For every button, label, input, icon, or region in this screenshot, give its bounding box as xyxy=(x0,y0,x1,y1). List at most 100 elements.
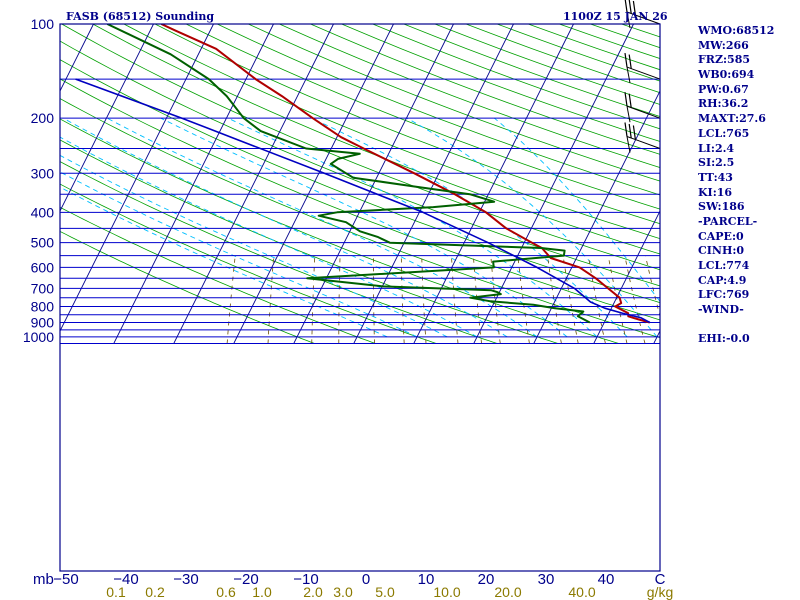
mixing-ratio-tick-label: 0.2 xyxy=(145,584,165,600)
sounding-index-item: WMO:68512 xyxy=(698,24,775,37)
moist-adiabat xyxy=(311,117,628,338)
mixing-ratio-tick-label: 2.0 xyxy=(303,584,323,600)
pressure-tick-label: 700 xyxy=(31,280,55,296)
wind-barbs xyxy=(624,0,661,153)
temperature-tick-label: 20 xyxy=(478,571,495,588)
wind-barb xyxy=(624,122,661,153)
sounding-index-item: MW:266 xyxy=(698,38,749,52)
sounding-index-item: KI:16 xyxy=(698,185,733,199)
dry-adiabat xyxy=(60,139,558,344)
isotherm xyxy=(473,24,634,344)
sounding-index-item: LI:2.4 xyxy=(698,141,735,155)
sounding-index-item: PW:0.67 xyxy=(698,82,749,96)
pressure-tick-label: 1000 xyxy=(23,329,54,345)
dry-adiabat xyxy=(61,24,660,271)
dry-adiabat xyxy=(60,183,437,344)
dry-adiabat xyxy=(279,24,660,168)
dry-adiabat xyxy=(60,59,660,304)
moist-adiabat xyxy=(60,136,478,338)
pressure-unit-label: mb xyxy=(33,571,54,588)
isotherm xyxy=(233,24,394,344)
sounding-index-item: WB0:694 xyxy=(698,68,755,82)
sounding-index-item: -PARCEL- xyxy=(698,214,758,228)
temperature-tick-label: −40 xyxy=(113,571,138,588)
sounding-index-item: LCL:765 xyxy=(698,126,750,140)
sounding-index-item: SW:186 xyxy=(698,200,745,214)
isotherm xyxy=(113,24,274,344)
chart-title: FASB (68512) Sounding xyxy=(66,10,214,23)
moist-adiabat xyxy=(106,117,538,338)
sounding-index-item: EHI:-0.0 xyxy=(698,332,750,346)
chart-time: 1100Z 15 JAN 26 xyxy=(563,10,668,23)
dry-adiabat xyxy=(60,40,660,287)
sounding-index-item: MAXT:27.6 xyxy=(698,112,766,126)
dewpoint-profile xyxy=(106,24,591,324)
mixing-ratio-tick-label: 0.6 xyxy=(216,584,236,600)
dry-adiabat xyxy=(123,24,660,240)
parcel-profile xyxy=(75,78,651,324)
isotherm xyxy=(0,24,34,343)
wind-barb xyxy=(624,92,661,123)
temperature-tick-label: −30 xyxy=(173,571,198,588)
dry-adiabat xyxy=(310,24,660,155)
dry-adiabat xyxy=(185,24,660,210)
dry-adiabat xyxy=(60,206,376,344)
sounding-index-item: FRZ:585 xyxy=(698,53,751,67)
temperature-tick-label: 40 xyxy=(598,571,615,588)
isotherm xyxy=(593,209,660,344)
dry-adiabat xyxy=(60,118,619,344)
sounding-indices: WMO:68512 MW:266 FRZ:585 WB0:694 PW:0.67 RH:3… xyxy=(698,24,798,347)
isotherm xyxy=(60,24,154,213)
sounding-index-item: CAPE:0 xyxy=(698,229,744,243)
mixing-ratio-tick-label: 10.0 xyxy=(433,584,460,600)
sounding-index-item: CINH:0 xyxy=(698,244,745,258)
isotherm xyxy=(533,89,660,344)
isotherm xyxy=(413,24,574,344)
pressure-tick-label: 200 xyxy=(31,110,55,126)
wind-barb xyxy=(624,53,661,84)
mixing-ratio-tick-label: 0.1 xyxy=(106,584,126,600)
wind-barb xyxy=(624,0,661,29)
temperature-tick-label: 0 xyxy=(362,571,370,588)
mixing-ratio-tick-labels: 0.1 0.2 0.6 1.0 2.0 3.0 5.0 10.0 20.0 40.0 g/kg xyxy=(106,584,673,600)
temperature-tick-label: −10 xyxy=(293,571,318,588)
plot-frame xyxy=(59,23,661,572)
moist-adiabat xyxy=(494,117,660,303)
pressure-tick-label: 500 xyxy=(31,235,55,251)
isotherm-lines xyxy=(0,24,660,344)
dry-adiabat xyxy=(60,161,497,344)
dry-adiabat xyxy=(217,24,660,196)
sounding-index-item: SI:2.5 xyxy=(698,156,735,170)
temperature-tick-label: −20 xyxy=(233,571,258,588)
temperature-tick-label: 30 xyxy=(538,571,555,588)
sounding-profiles xyxy=(75,24,651,324)
pressure-tick-label: 600 xyxy=(31,259,55,275)
dry-adiabat xyxy=(92,24,660,255)
sounding-index-item: CAP:4.9 xyxy=(698,273,747,287)
mixing-ratio-unit-label: g/kg xyxy=(647,584,673,600)
dry-adiabat xyxy=(60,230,315,344)
sounding-index-item xyxy=(698,318,798,333)
mixing-ratio-tick-label: 1.0 xyxy=(252,584,272,600)
pressure-tick-label: 400 xyxy=(31,204,55,220)
dry-adiabat xyxy=(60,78,660,321)
pressure-tick-label: 800 xyxy=(31,299,55,315)
mixing-ratio-line xyxy=(673,256,697,344)
temperature-tick-label: 10 xyxy=(418,571,435,588)
mixing-ratio-tick-label: 20.0 xyxy=(494,584,521,600)
isotherm xyxy=(60,24,214,333)
temperature-profile xyxy=(160,24,651,324)
pressure-tick-label: 300 xyxy=(31,165,55,181)
mixing-ratio-tick-label: 40.0 xyxy=(568,584,595,600)
sounding-index-item: TT:43 xyxy=(698,170,733,184)
isotherm xyxy=(60,24,94,93)
temperature-tick-label: −50 xyxy=(53,571,78,588)
temperature-tick-labels: mb −50 −40 −30 −20 −10 0 10 20 30 40 C xyxy=(33,571,666,588)
isotherm xyxy=(173,24,334,344)
mixing-ratio-tick-label: 5.0 xyxy=(375,584,395,600)
sounding-index-item: RH:36.2 xyxy=(698,97,749,111)
temperature-unit-label: C xyxy=(655,571,666,588)
pressure-tick-label: 900 xyxy=(31,315,55,331)
